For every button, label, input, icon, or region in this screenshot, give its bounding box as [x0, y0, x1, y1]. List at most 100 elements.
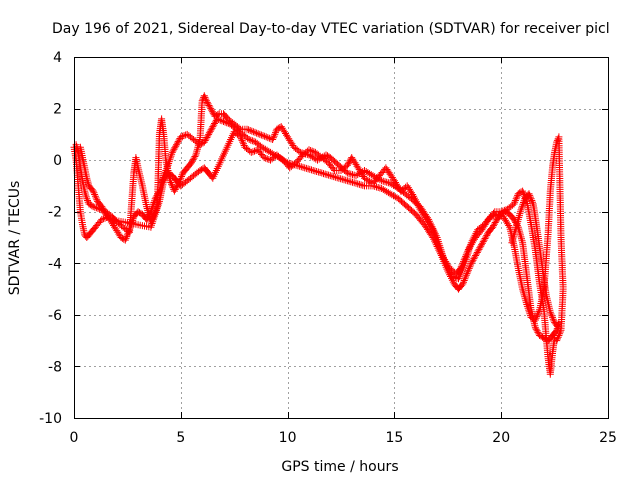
data-point: [534, 311, 541, 319]
data-point: [169, 147, 177, 155]
grid: [74, 57, 608, 418]
data-point: [237, 133, 245, 141]
data-point: [90, 189, 98, 197]
data-point: [556, 330, 564, 338]
data-point: [84, 197, 91, 204]
data-point: [188, 157, 196, 165]
data-point: [536, 332, 544, 339]
data-point: [249, 128, 257, 136]
data-point: [532, 325, 540, 333]
data-point: [519, 187, 527, 195]
data-point: [218, 117, 226, 125]
data-point: [459, 280, 467, 288]
data-point: [136, 209, 143, 217]
data-point: [483, 231, 491, 239]
data-point: [489, 223, 497, 231]
data-point: [482, 233, 490, 241]
data-point: [330, 173, 338, 181]
data-point: [475, 245, 483, 253]
data-point: [470, 255, 478, 263]
data-point: [446, 269, 454, 276]
data-point: [491, 219, 499, 226]
data-point: [273, 125, 281, 133]
data-point: [479, 238, 487, 246]
data-point: [517, 206, 525, 214]
data-point: [172, 142, 180, 150]
data-point: [518, 204, 526, 212]
data-point: [476, 244, 484, 252]
data-point: [496, 212, 504, 220]
data-point: [182, 131, 190, 139]
data-point: [412, 198, 420, 206]
y-tick-label: -2: [48, 205, 62, 221]
data-point: [248, 127, 256, 135]
data-point: [519, 189, 527, 197]
data-point: [428, 224, 436, 232]
data-point: [177, 174, 185, 182]
data-point: [206, 127, 214, 135]
data-point: [166, 177, 174, 185]
data-point: [469, 256, 477, 264]
data-point: [271, 130, 279, 138]
data-point: [152, 207, 160, 215]
data-point: [480, 236, 488, 244]
x-tick-label: 25: [599, 430, 617, 446]
data-point: [91, 192, 99, 200]
data-point: [171, 144, 179, 152]
data-point: [464, 266, 472, 274]
data-point: [207, 126, 215, 134]
data-point: [477, 242, 485, 250]
data-point: [99, 204, 107, 212]
data-point: [247, 148, 255, 156]
data-point: [201, 137, 209, 144]
data-point: [204, 132, 212, 140]
data-point: [178, 173, 185, 180]
data-point: [329, 165, 337, 173]
data-point: [238, 136, 246, 144]
data-point: [269, 136, 277, 143]
data-point: [259, 132, 267, 140]
data-point: [209, 123, 217, 131]
data-point: [206, 103, 214, 111]
data-point: [415, 203, 423, 211]
data-point: [515, 214, 523, 221]
data-point: [527, 195, 535, 203]
chart-title: Day 196 of 2021, Sidereal Day-to-day VTE…: [52, 21, 610, 37]
data-point: [246, 127, 254, 134]
data-point: [510, 200, 518, 208]
data-point: [256, 130, 264, 138]
data-point: [160, 177, 168, 185]
data-point: [243, 125, 251, 133]
data-point: [178, 132, 186, 140]
data-point: [556, 328, 564, 336]
data-point: [343, 161, 351, 169]
data-point: [91, 191, 99, 198]
data-point: [202, 97, 210, 105]
data-point: [532, 314, 540, 322]
data-point: [189, 156, 197, 164]
plot-frame: [74, 57, 609, 419]
data-point: [534, 328, 542, 336]
data-points: [70, 92, 567, 378]
data-point: [89, 203, 97, 211]
data-point: [177, 133, 185, 141]
data-point: [505, 222, 513, 229]
series-1: [70, 115, 563, 345]
data-point: [548, 312, 556, 320]
data-point: [297, 163, 305, 171]
y-tick-label: -4: [48, 256, 62, 272]
data-point: [211, 120, 218, 127]
data-point: [203, 134, 211, 141]
data-point: [93, 196, 101, 204]
data-point: [445, 267, 453, 275]
data-point: [546, 308, 554, 316]
data-point: [89, 187, 97, 195]
y-tick-label: -10: [39, 411, 62, 427]
data-point: [513, 193, 521, 201]
data-point: [500, 206, 508, 214]
data-point: [472, 229, 480, 237]
data-point: [205, 129, 213, 137]
data-point: [249, 148, 257, 156]
data-point: [148, 221, 155, 229]
